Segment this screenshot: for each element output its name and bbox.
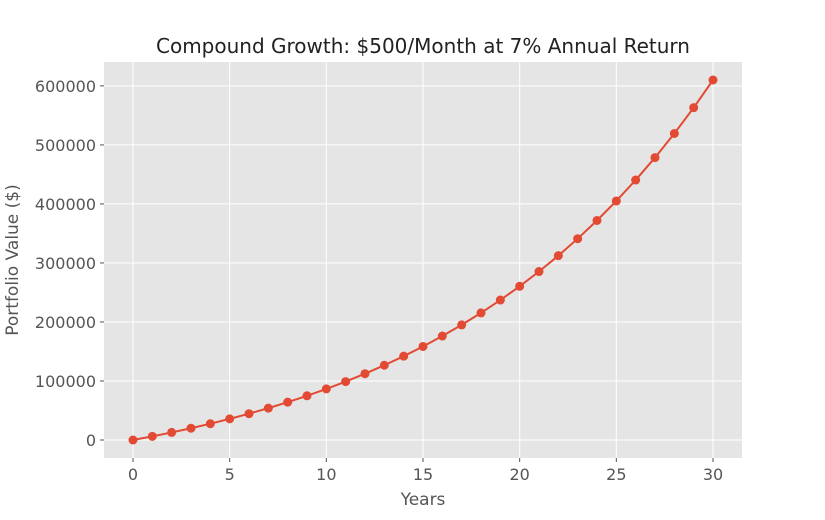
data-point	[360, 369, 370, 379]
x-tick-label: 25	[606, 465, 626, 484]
data-point	[437, 331, 447, 341]
y-tick-label: 200000	[35, 313, 96, 332]
y-tick-label: 100000	[35, 372, 96, 391]
data-point	[147, 431, 157, 441]
data-point	[689, 103, 699, 113]
data-point	[669, 128, 679, 138]
data-point	[302, 391, 312, 401]
data-point	[128, 435, 138, 445]
y-tick-label: 500000	[35, 136, 96, 155]
x-axis-label: Years	[400, 490, 446, 510]
data-point	[708, 75, 718, 85]
data-point	[592, 215, 602, 225]
x-tick-label: 30	[703, 465, 723, 484]
y-tick-label: 0	[86, 431, 96, 450]
data-point	[553, 251, 563, 261]
data-point	[399, 351, 409, 361]
data-point	[631, 175, 641, 185]
data-point	[515, 281, 525, 291]
y-tick-label: 600000	[35, 77, 96, 96]
data-point	[573, 234, 583, 244]
data-point	[321, 384, 331, 394]
y-tick-label: 400000	[35, 195, 96, 214]
data-point	[534, 267, 544, 277]
data-point	[283, 397, 293, 407]
data-point	[457, 320, 467, 330]
data-point	[379, 360, 389, 370]
x-tick-label: 10	[316, 465, 336, 484]
data-point	[244, 409, 254, 419]
data-point	[167, 427, 177, 437]
data-point	[418, 341, 428, 351]
data-point	[611, 196, 621, 206]
y-tick-label: 300000	[35, 254, 96, 273]
data-point	[225, 414, 235, 424]
data-point	[263, 403, 273, 413]
x-tick-label: 5	[225, 465, 235, 484]
data-point	[650, 153, 660, 163]
x-tick-label: 0	[128, 465, 138, 484]
data-point	[205, 419, 215, 429]
x-tick-label: 15	[413, 465, 433, 484]
data-point	[495, 295, 505, 305]
data-point	[186, 423, 196, 433]
y-axis-label: Portfolio Value ($)	[3, 184, 23, 336]
data-point	[476, 308, 486, 318]
data-point	[341, 377, 351, 387]
chart-title: Compound Growth: $500/Month at 7% Annual…	[156, 34, 690, 58]
x-tick-label: 20	[509, 465, 529, 484]
